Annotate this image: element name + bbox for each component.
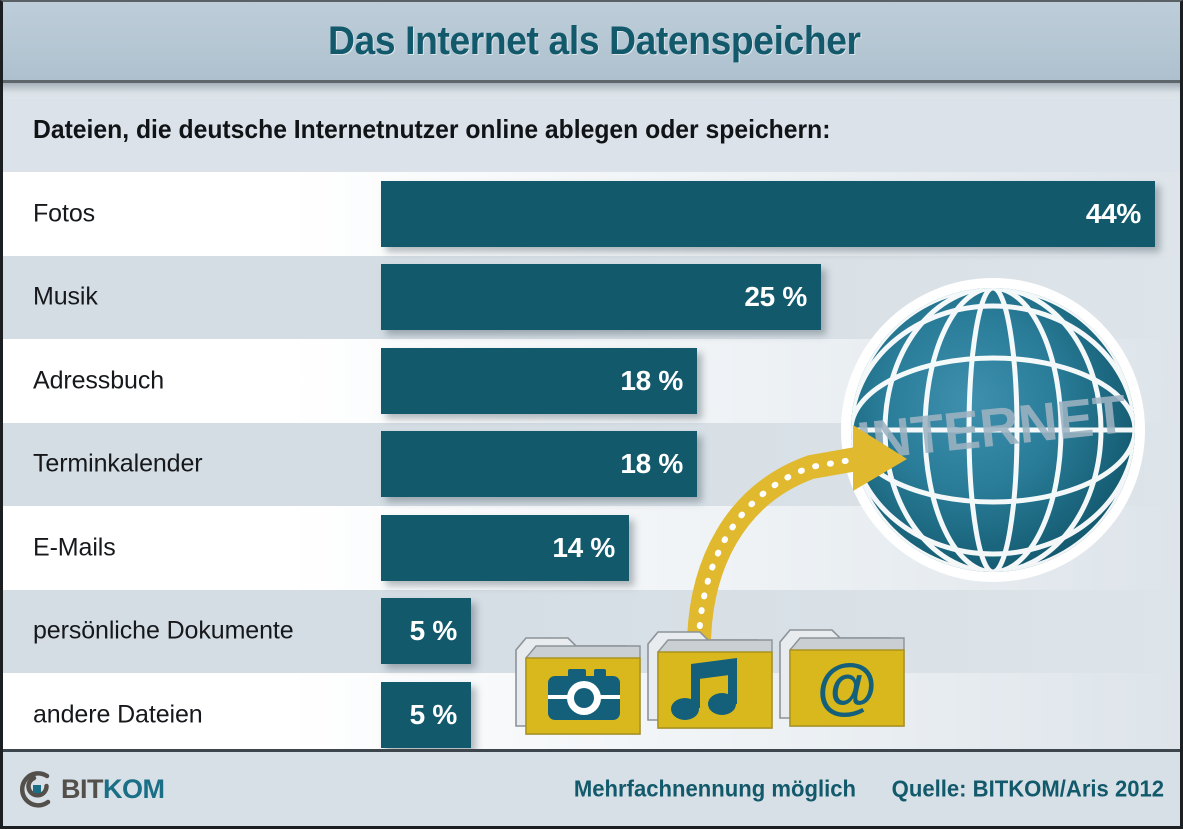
bar-adressbuch: 18 % [381,347,697,414]
row-label: andere Dateien [33,700,203,729]
bar-value: 44% [1085,197,1141,229]
header-divider [3,80,1180,83]
row-label: E-Mails [33,533,116,562]
footer-note: Mehrfachnennung möglich [574,775,857,802]
bitkom-logo: BITKOM [17,769,165,809]
footer-notes: Mehrfachnennung möglich Quelle: BITKOM/A… [568,776,1170,803]
curved-dotted-arrow-icon [687,425,907,647]
header-band: Das Internet als Datenspeicher [3,2,1180,80]
bar-fotos: 44% [381,180,1155,247]
folder-email: @ [779,629,905,727]
bar-value: 5 % [409,698,458,730]
row-label: Adressbuch [33,366,165,395]
bar-musik: 25 % [381,264,821,331]
footer-source: Quelle: BITKOM/Aris 2012 [891,775,1165,802]
bar-emails: 14 % [381,514,629,581]
bar-value: 18 % [620,448,683,480]
bar-andere-dateien: 5 % [381,681,471,748]
camera-icon [548,669,620,720]
row-label: Fotos [33,199,96,228]
bitkom-arc-icon [19,771,51,808]
footer-band: BITKOM Mehrfachnennung möglich Quelle: B… [3,749,1180,826]
bar-value: 5 % [409,615,458,647]
row-label: persönliche Dokumente [33,616,294,645]
file-folders-graphic: @ [515,629,905,735]
row-label: Terminkalender [33,449,203,478]
music-note-icon [671,658,737,720]
subtitle-band [3,99,1180,172]
row-label: Musik [33,282,98,311]
at-sign-icon: @ [817,652,877,721]
bar-value: 14 % [552,531,615,563]
header-shadow [3,83,1180,99]
subtitle: Dateien, die deutsche Internetnutzer onl… [33,114,831,144]
bar-terminkalender: 18 % [381,431,697,498]
bar-value: 18 % [620,364,683,396]
bitkom-wordmark: BITKOM [61,774,165,805]
logo-bit: BIT [61,773,104,804]
bar-persoenliche-dokumente: 5 % [381,598,471,665]
page-title: Das Internet als Datenspeicher [328,18,861,63]
svg-text:@: @ [817,652,877,721]
folder-photos [515,637,641,735]
bar-value: 25 % [744,281,807,313]
logo-kom: KOM [103,773,165,804]
folder-music [647,631,773,729]
table-row: Fotos 44% [3,172,1180,256]
